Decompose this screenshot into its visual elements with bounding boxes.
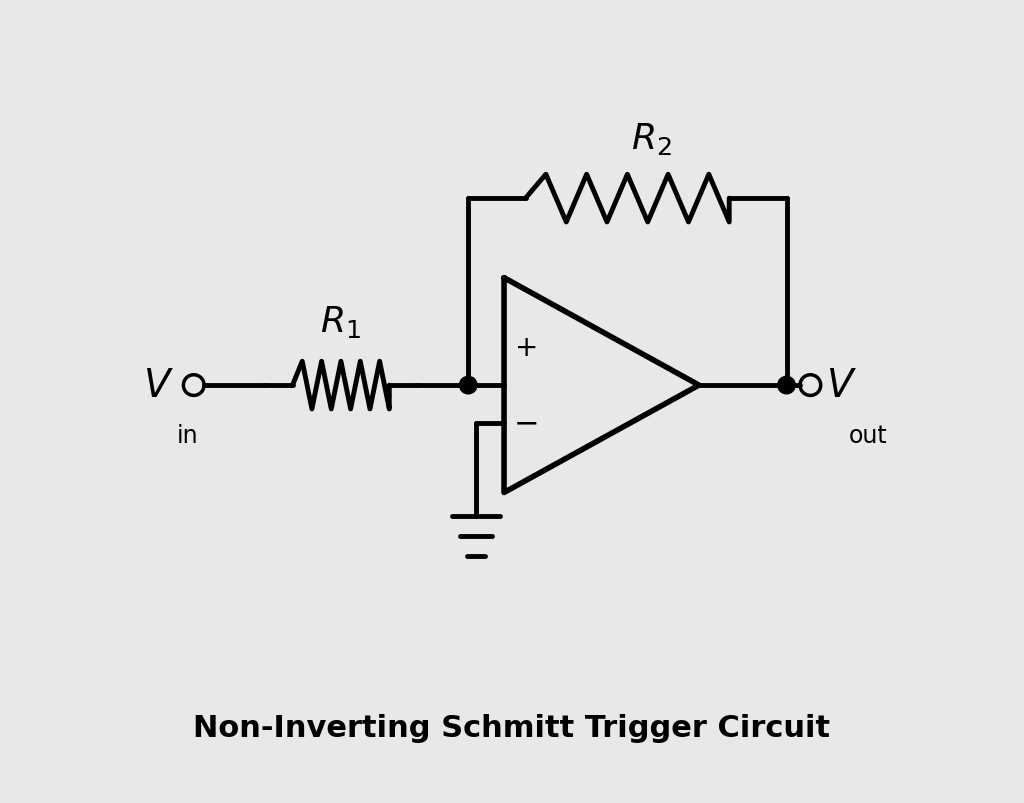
Text: $\it{V}$: $\it{V}$ [826, 367, 857, 405]
Text: out: out [849, 424, 888, 448]
Text: +: + [515, 334, 538, 362]
Text: $\it{V}$: $\it{V}$ [143, 367, 174, 405]
Text: in: in [176, 424, 199, 448]
Text: Non-Inverting Schmitt Trigger Circuit: Non-Inverting Schmitt Trigger Circuit [194, 713, 830, 742]
Text: $\it{R}$$_2$: $\it{R}$$_2$ [631, 121, 672, 157]
Text: $\it{R}$$_1$: $\it{R}$$_1$ [321, 304, 361, 340]
Text: −: − [514, 409, 539, 438]
Circle shape [460, 377, 477, 394]
Circle shape [778, 377, 796, 394]
